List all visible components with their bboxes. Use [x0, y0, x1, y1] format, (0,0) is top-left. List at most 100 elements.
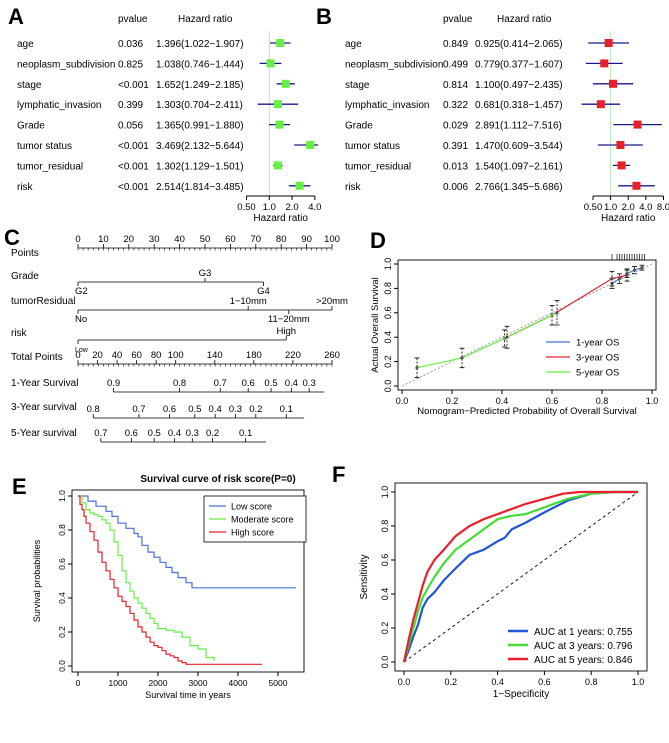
scale-tick-label: 0.8 [173, 378, 186, 389]
hr-marker [617, 161, 626, 170]
y-tick-label: 0.2 [380, 622, 390, 635]
x-tick-label: 0.6 [538, 677, 551, 687]
calibration-point [505, 335, 509, 339]
survival-step-line [78, 495, 262, 665]
panel-letter-c: C [4, 225, 20, 250]
roc-line [402, 490, 638, 663]
row-hr-text: 0.779(0.377−1.607) [475, 59, 563, 70]
scale-tick-label: 0.7 [94, 428, 107, 439]
y-tick-label: 0.6 [380, 554, 390, 567]
calibration-point [640, 266, 644, 270]
row-pvalue: 0.322 [443, 100, 468, 111]
hr-marker [604, 39, 613, 47]
hr-marker [616, 141, 625, 149]
calibration-point [415, 366, 419, 370]
hr-marker [273, 100, 282, 109]
row-hr-text: 0.681(0.318−1.457) [475, 100, 563, 111]
hr-marker [596, 100, 605, 109]
hazard-ratio-header: Hazard ratio [178, 14, 233, 25]
hr-marker [633, 120, 642, 129]
scale-tick-label: 40 [112, 350, 123, 361]
row-label: age [17, 39, 34, 50]
row-label: tumor_residual [17, 161, 83, 172]
row-pvalue: 0.391 [443, 141, 468, 152]
row-label: stage [345, 80, 370, 91]
row-label: risk [17, 182, 34, 193]
y-tick-label: 0.2 [383, 355, 393, 368]
scale-tick-label: 0.1 [280, 404, 293, 415]
scale-tick-label: 180 [246, 350, 262, 361]
scale-tick-label: 20 [124, 234, 135, 245]
row-hr-text: 0.925(0.414−2.065) [475, 39, 563, 50]
x-tick-label: 0.8 [596, 396, 609, 406]
survival-step-line [78, 495, 296, 589]
scale-tick-label: 1−10mm [230, 296, 267, 307]
scale-tick-label: 11−20mm [268, 314, 310, 325]
scale-tick-label: 260 [324, 350, 340, 361]
row-hr-text: 1.302(1.129−1.501) [156, 161, 244, 172]
scale-tick-label: 90 [301, 234, 312, 245]
row-label: tumor status [17, 141, 72, 152]
legend-label: Moderate score [231, 515, 294, 525]
y-tick-label: 0.4 [57, 592, 67, 604]
hr-marker [266, 59, 275, 68]
y-tick-label: 0.2 [57, 626, 67, 638]
scale-tick-label: 40 [174, 234, 185, 245]
x-tick-label: 1.0 [263, 202, 276, 213]
x-tick-label: 0 [76, 678, 81, 688]
row-label: stage [17, 80, 42, 91]
scale-tick-label: 0.6 [125, 428, 138, 439]
scale-tick-label: 0.5 [188, 404, 201, 415]
pvalue-header: pvalue [118, 14, 148, 25]
row-pvalue: <0.001 [118, 161, 149, 172]
hr-marker [632, 181, 641, 190]
plot-frame [394, 482, 648, 672]
y-tick-label: 0.0 [57, 660, 67, 672]
row-hr-text: 2.766(1.345−5.686) [475, 182, 563, 193]
legend-label: High score [231, 528, 274, 538]
scale-tick-label: 0.9 [107, 378, 120, 389]
scale-tick-label: 50 [200, 234, 211, 245]
y-tick-label: 0.8 [57, 524, 67, 536]
row-label: Grade [17, 121, 45, 132]
panel-b-forest-plot: pvalue Hazard ratio age 0.849 0.925(0.414−2.… [345, 14, 669, 224]
panel-c-nomogram: Points 0 10 20 30 40 50 60 70 80 90 100 Grade G2 G3 G4 t… [11, 234, 348, 443]
scale-tick-label: 140 [207, 350, 223, 361]
x-axis-label: Hazard ratio [253, 213, 308, 224]
legend-label: 5-year OS [576, 368, 619, 379]
x-tick-label: 0.4 [496, 396, 509, 406]
calibration-line [416, 312, 558, 369]
scale-tick-label: Low [75, 347, 89, 354]
calibration-point [625, 273, 629, 277]
y-tick-label: 0.8 [380, 520, 390, 533]
plot-frame [71, 489, 305, 673]
row-hr-text: 1.652(1.249−2.185) [156, 80, 244, 91]
hr-marker [281, 79, 290, 88]
x-tick-label: 0.8 [585, 677, 598, 687]
scale-tick-label: >20mm [316, 296, 348, 307]
hazard-ratio-header: Hazard ratio [497, 14, 552, 25]
panel-letter-e: E [12, 474, 27, 499]
hr-marker [600, 59, 609, 68]
y-tick-label: 0.0 [383, 380, 393, 393]
row-label: neoplasm_subdivision [345, 59, 443, 70]
x-tick-label: 1.0 [604, 202, 617, 213]
scale-tick-label: 0.3 [229, 404, 242, 415]
row-pvalue: 0.029 [443, 121, 468, 132]
panel-letter-b: B [316, 4, 332, 29]
calibration-point [632, 268, 637, 272]
scale-tick-label: 70 [251, 234, 262, 245]
y-tick-label: 0.4 [383, 331, 393, 344]
x-tick-label: 1.0 [646, 396, 659, 406]
scale-tick-label: 0.5 [264, 378, 277, 389]
y-tick-label: 1.0 [57, 490, 67, 502]
row-label: tumor_residual [345, 161, 411, 172]
scale-tick-label: 0.5 [148, 428, 161, 439]
calibration-point [617, 277, 622, 281]
survival-step-line [78, 495, 215, 661]
scale-tick-label: No [75, 314, 87, 325]
scale-label: Total Points [11, 352, 63, 363]
scale-tick-label: 0.6 [163, 404, 176, 415]
scale-tick-label: High [277, 326, 297, 337]
legend-label: 1-year OS [576, 338, 619, 349]
